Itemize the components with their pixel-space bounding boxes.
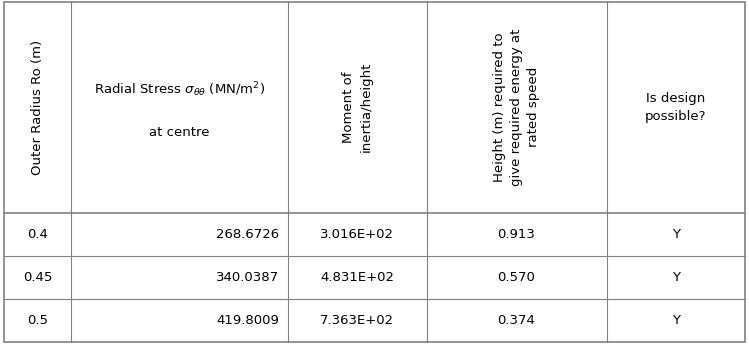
Text: 0.5: 0.5	[27, 314, 48, 327]
Text: 0.913: 0.913	[497, 228, 536, 241]
Text: at centre: at centre	[149, 127, 210, 139]
Text: 0.45: 0.45	[23, 271, 52, 284]
Text: 3.016E+02: 3.016E+02	[320, 228, 394, 241]
Text: Is design
possible?: Is design possible?	[645, 92, 706, 123]
Text: 268.6726: 268.6726	[216, 228, 279, 241]
Text: 340.0387: 340.0387	[216, 271, 279, 284]
Text: 0.570: 0.570	[497, 271, 536, 284]
Text: 0.374: 0.374	[497, 314, 536, 327]
Text: 7.363E+02: 7.363E+02	[320, 314, 394, 327]
Text: 4.831E+02: 4.831E+02	[320, 271, 394, 284]
Text: Y: Y	[672, 271, 680, 284]
Text: Radial Stress $\sigma_{\theta\theta}$ (MN/m$^2$): Radial Stress $\sigma_{\theta\theta}$ (M…	[94, 80, 265, 99]
Text: Y: Y	[672, 314, 680, 327]
Text: Y: Y	[672, 228, 680, 241]
Text: Height (m) required to
give required energy at
rated speed: Height (m) required to give required ene…	[493, 29, 540, 186]
Text: 0.4: 0.4	[27, 228, 48, 241]
Text: Outer Radius Ro (m): Outer Radius Ro (m)	[31, 40, 44, 175]
Text: Moment of
inertia/height: Moment of inertia/height	[342, 62, 373, 152]
Text: 419.8009: 419.8009	[216, 314, 279, 327]
